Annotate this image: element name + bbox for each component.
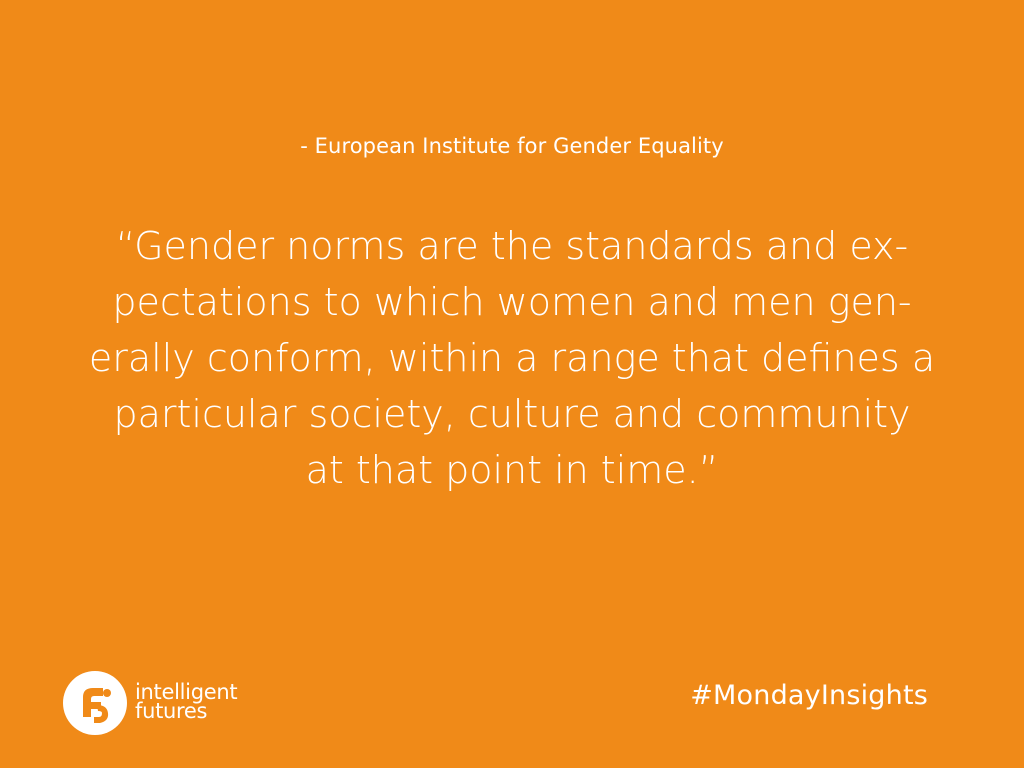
brand-name-line: futures xyxy=(135,699,208,723)
quote-line: “Gender norms are the standards and ex- xyxy=(115,224,909,268)
quote-line: pectations to which women and men gen- xyxy=(112,280,912,324)
brand-logo: intelligent futures xyxy=(63,670,238,736)
quote-attribution: - European Institute for Gender Equality xyxy=(300,134,724,158)
quote-text: “Gender norms are the standards and ex- … xyxy=(62,218,962,498)
quote-line: particular society, culture and communit… xyxy=(113,392,911,436)
hashtag: #MondayInsights xyxy=(690,680,928,711)
brand-name-line: intelligent xyxy=(135,680,238,704)
intelligent-futures-logo-icon xyxy=(63,671,127,735)
brand-name: intelligent futures xyxy=(135,680,238,723)
quote-line: erally conform, within a range that defi… xyxy=(88,336,936,380)
quote-line: at that point in time.” xyxy=(305,448,719,492)
